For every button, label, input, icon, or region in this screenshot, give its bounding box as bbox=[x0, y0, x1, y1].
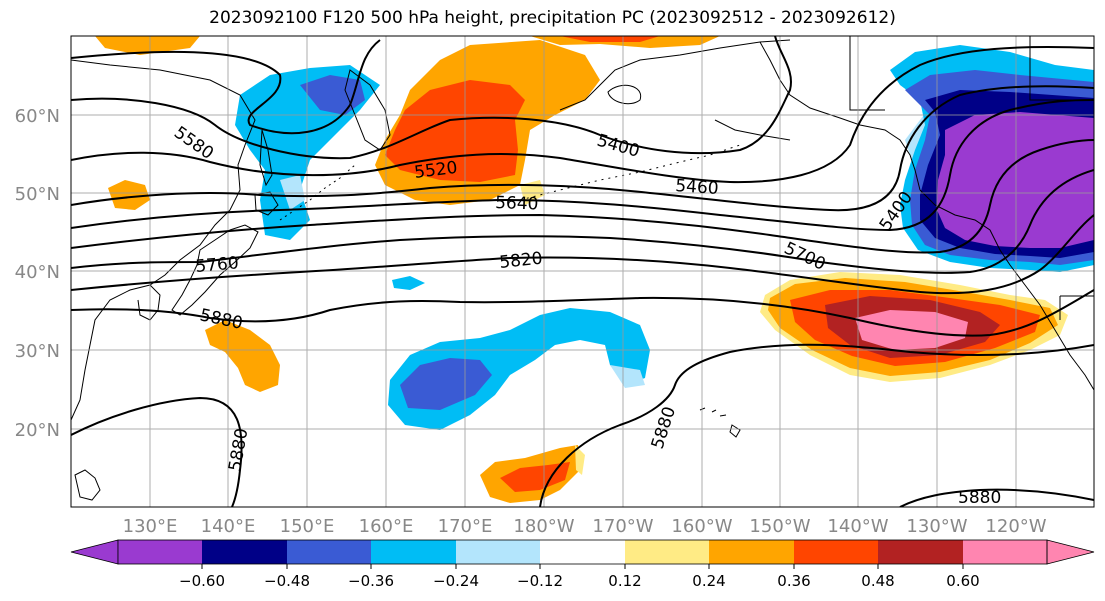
lat-label: 50°N bbox=[15, 184, 60, 205]
precip-positive-nw bbox=[95, 36, 200, 55]
precip-negative-small bbox=[392, 276, 425, 290]
contour-label: 5820 bbox=[498, 249, 543, 273]
contour-line bbox=[539, 343, 1094, 507]
lon-label: 140°E bbox=[201, 516, 256, 537]
colorbar-segment bbox=[709, 540, 794, 564]
colorbar-segment bbox=[287, 540, 371, 564]
lon-label: 160°W bbox=[671, 516, 732, 537]
colorbar-arrow-left bbox=[70, 539, 119, 565]
contour-line bbox=[71, 85, 1094, 212]
lat-label: 40°N bbox=[15, 262, 60, 283]
lon-label: 180°W bbox=[513, 516, 574, 537]
contour-line bbox=[71, 169, 1094, 274]
lon-label: 170°W bbox=[592, 516, 653, 537]
colorbar-tick-label: −0.12 bbox=[517, 572, 563, 590]
lat-label: 60°N bbox=[15, 106, 60, 127]
contour-line bbox=[71, 99, 1094, 232]
contour-line bbox=[71, 396, 243, 507]
contour-label: 5640 bbox=[495, 193, 539, 214]
lon-label: 130°W bbox=[906, 516, 967, 537]
precip-strong-south bbox=[500, 462, 570, 492]
map-title: 2023092100 F120 500 hPa height, precipit… bbox=[209, 8, 896, 28]
contour-line bbox=[71, 36, 792, 160]
lon-label: 150°E bbox=[280, 516, 335, 537]
lon-label: 170°E bbox=[438, 516, 493, 537]
colorbar-tick-label: 0.24 bbox=[692, 572, 725, 590]
colorbar-tick-label: 0.12 bbox=[608, 572, 641, 590]
contour-label: 5760 bbox=[195, 253, 240, 277]
precip-positive-japan bbox=[205, 320, 280, 392]
colorbar-arrow-right bbox=[1046, 539, 1095, 565]
lon-label: 140°W bbox=[827, 516, 888, 537]
precip-strong-kamchatka bbox=[385, 80, 525, 182]
colorbar-tick-label: −0.60 bbox=[179, 572, 225, 590]
contour-line bbox=[71, 39, 381, 135]
lon-label: 150°W bbox=[749, 516, 810, 537]
contour-line bbox=[899, 488, 1094, 507]
lon-label: 120°W bbox=[985, 516, 1046, 537]
colorbar-tick-label: −0.36 bbox=[348, 572, 394, 590]
precip-positive-honshu-w bbox=[108, 180, 150, 210]
latitude-labels: 60°N 50°N 40°N 30°N 20°N bbox=[15, 106, 60, 441]
longitude-labels: 130°E 140°E 150°E 160°E 170°E 180°W 170°… bbox=[123, 516, 1047, 537]
precip-strong-arctic bbox=[560, 36, 660, 42]
colorbar: −0.60 −0.48 −0.36 −0.24 −0.12 0.12 0.24 … bbox=[70, 539, 1095, 590]
lon-label: 130°E bbox=[123, 516, 178, 537]
contour-label: 5460 bbox=[675, 176, 720, 199]
lon-label: 160°E bbox=[359, 516, 414, 537]
contour-line bbox=[71, 139, 1094, 254]
colorbar-tick-label: 0.36 bbox=[777, 572, 810, 590]
colorbar-tick-label: 0.60 bbox=[946, 572, 979, 590]
colorbar-segment bbox=[456, 540, 540, 564]
colorbar-tick-label: −0.24 bbox=[433, 572, 479, 590]
colorbar-segment bbox=[794, 540, 878, 564]
colorbar-segment bbox=[371, 540, 456, 564]
colorbar-segment bbox=[118, 540, 202, 564]
lat-label: 30°N bbox=[15, 341, 60, 362]
colorbar-tick-label: 0.48 bbox=[861, 572, 894, 590]
contour-line bbox=[71, 214, 1094, 295]
precip-negative-central-light bbox=[610, 365, 645, 388]
precip-negative-kuril-strong bbox=[300, 75, 365, 115]
precip-yellow-south bbox=[575, 445, 585, 475]
colorbar-segment bbox=[625, 540, 709, 564]
precip-negative-central-strong bbox=[400, 358, 492, 410]
colorbar-segment bbox=[963, 540, 1047, 564]
map-frame bbox=[70, 35, 1095, 508]
colorbar-segment bbox=[878, 540, 963, 564]
contour-line bbox=[71, 289, 1094, 337]
colorbar-tick-label: −0.48 bbox=[264, 572, 310, 590]
lat-label: 20°N bbox=[15, 420, 60, 441]
colorbar-segment bbox=[202, 540, 287, 564]
colorbar-segment bbox=[540, 540, 625, 564]
height-contours bbox=[71, 36, 1094, 507]
contour-line bbox=[71, 45, 1094, 184]
contour-label: 5880 bbox=[958, 488, 1001, 508]
